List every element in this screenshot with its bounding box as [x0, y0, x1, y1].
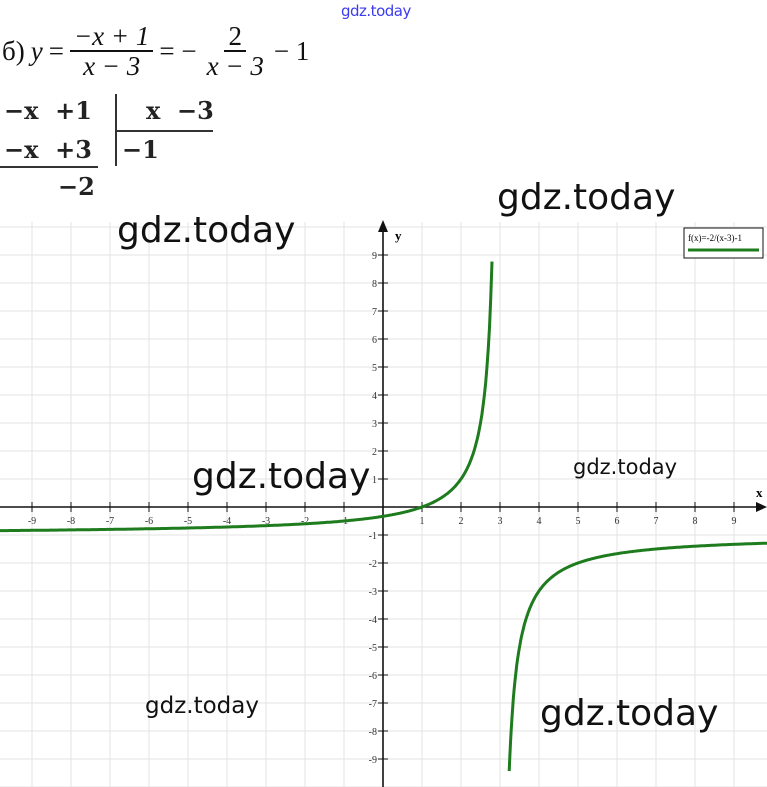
x-tick-label: 5 — [576, 516, 581, 527]
x-tick-label: 3 — [498, 516, 503, 527]
y-tick-label: -7 — [369, 699, 377, 710]
watermark: gdz.today — [117, 210, 296, 251]
division-subtract-line — [0, 166, 98, 168]
y-tick-label: 2 — [372, 447, 377, 458]
division-subtrahend: −x +3 — [4, 135, 92, 164]
y-tick-label: 6 — [372, 335, 377, 346]
y-tick-label: -4 — [369, 615, 377, 626]
x-axis-arrow-icon — [756, 502, 767, 512]
y-tick-label: -6 — [369, 671, 377, 682]
division-dividend: −x +1 — [4, 96, 92, 125]
y-tick-label: 1 — [372, 475, 377, 486]
division-quotient: −1 — [122, 135, 159, 164]
x-tick-label: -8 — [67, 516, 75, 527]
y-tick-label: -9 — [369, 755, 377, 766]
legend-box — [683, 227, 764, 259]
watermark: gdz.today — [540, 693, 719, 734]
formula-prefix: б) — [2, 35, 25, 66]
y-tick-label: 8 — [372, 279, 377, 290]
division-divisor-line — [115, 130, 213, 132]
x-tick-label: -2 — [301, 516, 309, 527]
fraction-2-numerator: 2 — [224, 22, 246, 53]
x-tick-label: 7 — [654, 516, 659, 527]
y-tick-label: 5 — [372, 363, 377, 374]
fraction-1-numerator: −x + 1 — [69, 22, 154, 53]
watermark-top: gdz.today — [341, 2, 411, 20]
y-tick-label: 7 — [372, 307, 377, 318]
x-tick-label: 2 — [459, 516, 464, 527]
watermark: gdz.today — [573, 455, 678, 479]
formula-eq1: = — [48, 35, 64, 66]
function-curve-right-branch — [507, 541, 767, 772]
legend: f(x)=-2/(x-3)-1 — [683, 227, 764, 259]
x-axis-label: x — [756, 485, 763, 500]
y-tick-label: -5 — [369, 643, 377, 654]
y-tick-label: 3 — [372, 419, 377, 430]
y-axis-arrow-icon — [378, 220, 388, 232]
fraction-2-denominator: x − 3 — [206, 51, 264, 82]
x-tick-label: -9 — [28, 516, 36, 527]
division-remainder: −2 — [58, 172, 95, 201]
x-tick-label: -3 — [262, 516, 270, 527]
x-tick-label: -5 — [184, 516, 192, 527]
x-tick-label: 4 — [537, 516, 542, 527]
x-tick-label: -7 — [106, 516, 114, 527]
fraction-1-denominator: x − 3 — [83, 51, 141, 82]
y-tick-label: -3 — [369, 587, 377, 598]
legend-label: f(x)=-2/(x-3)-1 — [688, 233, 742, 243]
x-tick-label: -4 — [223, 516, 231, 527]
y-tick-label: 9 — [372, 251, 377, 262]
x-tick-label: -6 — [145, 516, 153, 527]
x-tick-label: 6 — [615, 516, 620, 527]
formula-y: y — [30, 35, 43, 66]
y-tick-label: -1 — [369, 531, 377, 542]
x-tick-label: 8 — [693, 516, 698, 527]
x-tick-label: 1 — [420, 516, 425, 527]
watermark: gdz.today — [192, 456, 371, 497]
watermark: gdz.today — [497, 177, 676, 218]
y-axis-label: y — [395, 228, 402, 243]
watermark: gdz.today — [145, 693, 259, 719]
x-tick-label: 9 — [732, 516, 737, 527]
fraction-1: −x + 1 x − 3 — [69, 22, 154, 82]
function-curve-left-branch — [0, 261, 494, 533]
y-tick-label: 4 — [372, 391, 377, 402]
formula: б) y = −x + 1 x − 3 = − 2 x − 3 − 1 — [2, 22, 309, 81]
formula-eq2: = − — [159, 35, 197, 66]
formula-tail: − 1 — [273, 35, 310, 66]
y-tick-label: -2 — [369, 559, 377, 570]
fraction-2: 2 x − 3 — [203, 22, 268, 81]
division-divisor: x −3 — [146, 96, 214, 125]
y-tick-label: -8 — [369, 727, 377, 738]
